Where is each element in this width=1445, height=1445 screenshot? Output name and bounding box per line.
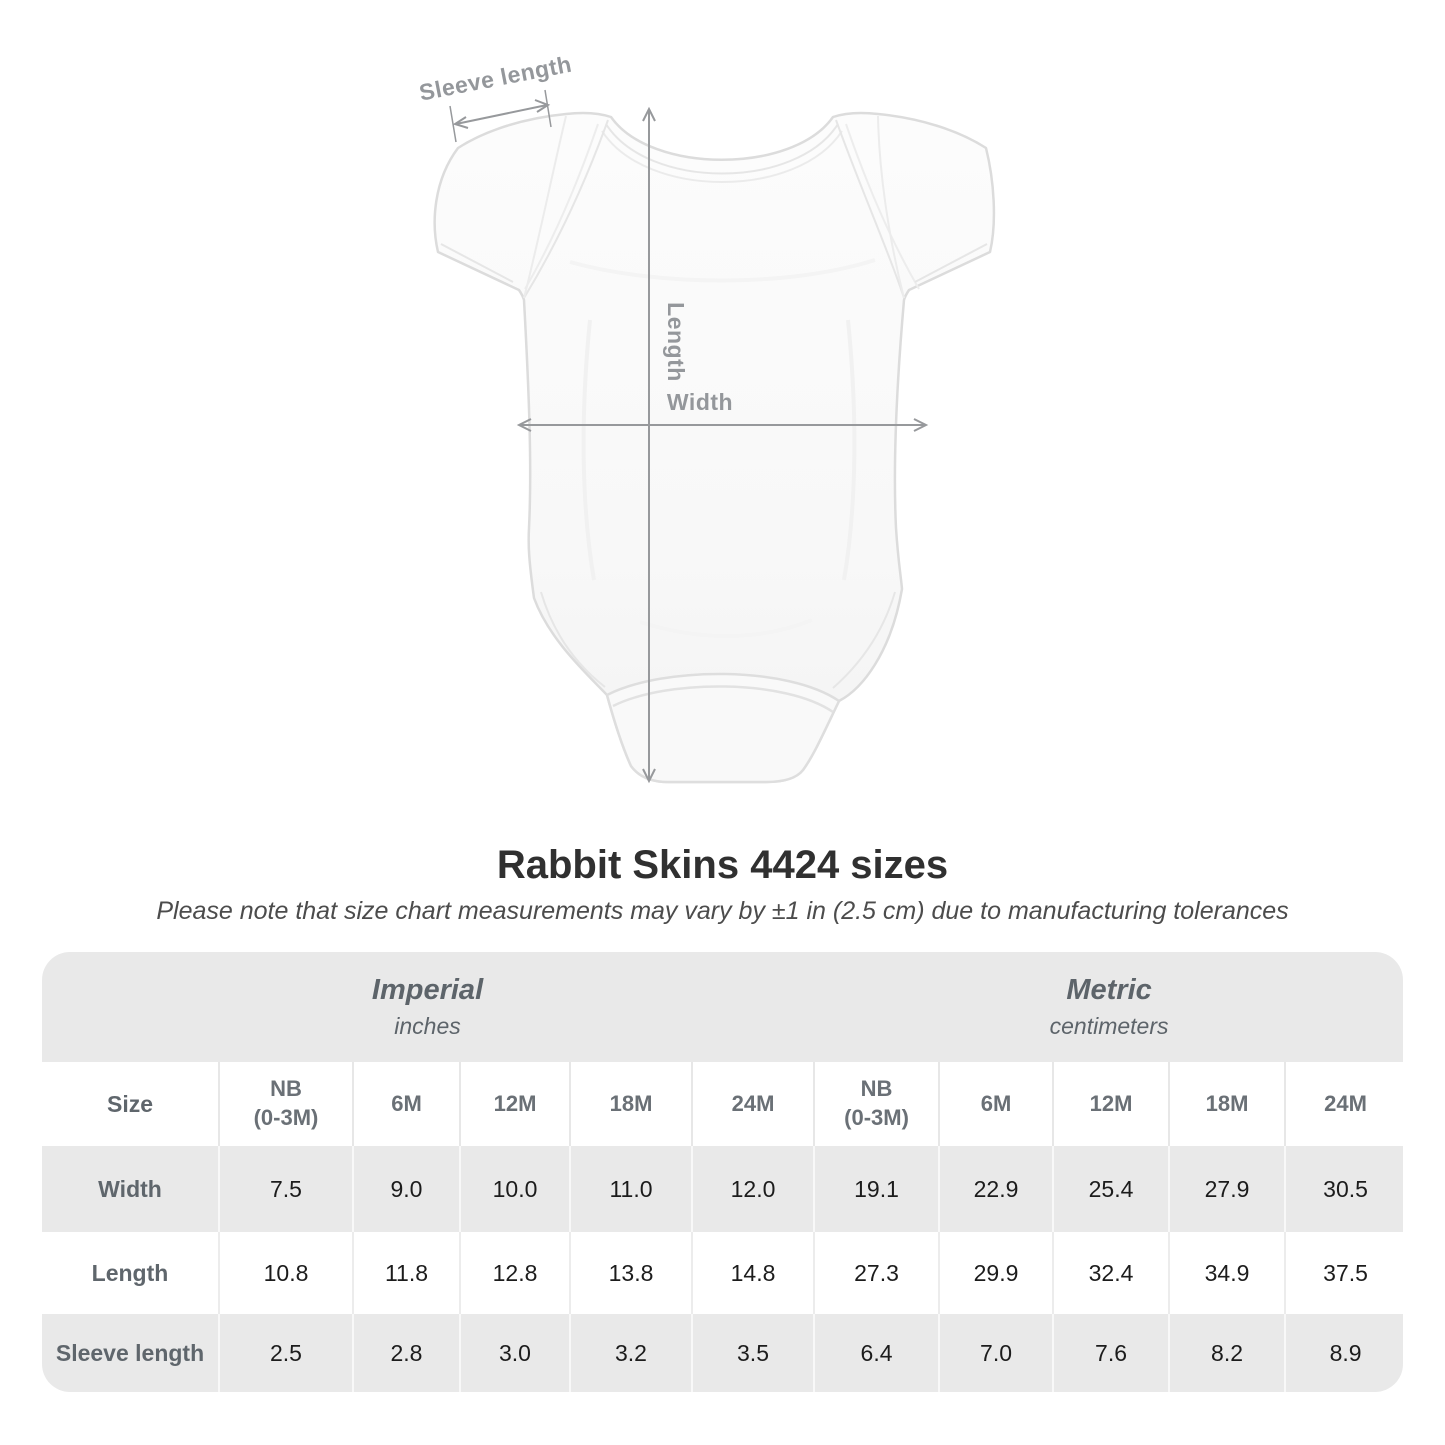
metric-unit-label: centimeters bbox=[1049, 1013, 1169, 1039]
width-value-cell: 22.9 bbox=[938, 1146, 1053, 1232]
unit-group-row: Imperial inches Metric centimeters bbox=[42, 952, 1403, 1062]
length-arrow bbox=[642, 106, 656, 784]
table-row-width: Width 7.5 9.0 10.0 11.0 12.0 19.1 22.9 2… bbox=[42, 1146, 1403, 1232]
length-value-cell: 12.8 bbox=[459, 1232, 569, 1314]
column-header-12m-imperial: 12M bbox=[459, 1062, 569, 1146]
imperial-unit-label: inches bbox=[394, 1013, 461, 1039]
sleeve-value-cell: 2.5 bbox=[218, 1314, 352, 1392]
bodysuit-measurement-diagram: Sleeve length Length Width bbox=[417, 51, 996, 784]
length-value-cell: 32.4 bbox=[1052, 1232, 1169, 1314]
size-header-row: Size NB (0-3M) 6M 12M 18M 24M NB (0-3M) … bbox=[42, 1062, 1403, 1146]
row-label-width: Width bbox=[42, 1146, 218, 1232]
sleeve-value-cell: 3.5 bbox=[691, 1314, 814, 1392]
sleeve-value-cell: 7.0 bbox=[938, 1314, 1053, 1392]
width-value-cell: 10.0 bbox=[459, 1146, 569, 1232]
width-value-cell: 11.0 bbox=[569, 1146, 691, 1232]
table-row-sleeve-length: Sleeve length 2.5 2.8 3.0 3.2 3.5 6.4 7.… bbox=[42, 1314, 1403, 1392]
length-annotation-label: Length bbox=[663, 302, 689, 382]
sleeve-value-cell: 3.0 bbox=[459, 1314, 569, 1392]
column-header-nb-metric: NB (0-3M) bbox=[813, 1062, 939, 1146]
sleeve-value-cell: 8.2 bbox=[1168, 1314, 1285, 1392]
column-header-24m-metric: 24M bbox=[1284, 1062, 1403, 1146]
sleeve-value-cell: 3.2 bbox=[569, 1314, 691, 1392]
sleeve-length-annotation-label: Sleeve length bbox=[417, 51, 574, 106]
metric-group-header: Metric centimeters bbox=[813, 952, 1403, 1062]
width-value-cell: 27.9 bbox=[1168, 1146, 1285, 1232]
width-value-cell: 7.5 bbox=[218, 1146, 352, 1232]
column-header-12m-metric: 12M bbox=[1052, 1062, 1169, 1146]
column-header-18m-metric: 18M bbox=[1168, 1062, 1285, 1146]
width-value-cell: 25.4 bbox=[1052, 1146, 1169, 1232]
crotch-flap-binding bbox=[612, 685, 834, 714]
page-title: Rabbit Skins 4424 sizes bbox=[496, 843, 949, 887]
sleeve-length-arrow bbox=[449, 89, 552, 143]
crotch-flap bbox=[605, 672, 841, 784]
sleeve-value-cell: 6.4 bbox=[813, 1314, 939, 1392]
length-value-cell: 34.9 bbox=[1168, 1232, 1285, 1314]
length-value-cell: 27.3 bbox=[813, 1232, 939, 1314]
length-value-cell: 29.9 bbox=[938, 1232, 1053, 1314]
width-arrow bbox=[516, 418, 929, 432]
column-header-24m-imperial: 24M bbox=[691, 1062, 814, 1146]
sleeve-value-cell: 8.9 bbox=[1284, 1314, 1403, 1392]
size-table: Imperial inches Metric centimeters Size … bbox=[42, 952, 1403, 1392]
column-header-6m-imperial: 6M bbox=[352, 1062, 459, 1146]
metric-label: Metric bbox=[1066, 974, 1152, 1006]
length-value-cell: 14.8 bbox=[691, 1232, 814, 1314]
row-label-sleeve-length: Sleeve length bbox=[42, 1314, 218, 1392]
imperial-group-header: Imperial inches bbox=[42, 952, 814, 1062]
width-value-cell: 9.0 bbox=[352, 1146, 459, 1232]
infant-bodysuit-photo bbox=[433, 111, 996, 784]
measurement-annotations bbox=[449, 89, 929, 784]
seam-lines bbox=[440, 115, 988, 689]
size-corner-header: Size bbox=[42, 1062, 218, 1146]
table-row-length: Length 10.8 11.8 12.8 13.8 14.8 27.3 29.… bbox=[42, 1232, 1403, 1314]
width-annotation-label: Width bbox=[667, 389, 733, 415]
row-label-length: Length bbox=[42, 1232, 218, 1314]
imperial-label: Imperial bbox=[371, 974, 484, 1006]
fabric-wrinkles bbox=[569, 258, 876, 638]
length-value-cell: 10.8 bbox=[218, 1232, 352, 1314]
column-header-nb-imperial: NB (0-3M) bbox=[218, 1062, 352, 1146]
column-header-18m-imperial: 18M bbox=[569, 1062, 691, 1146]
width-value-cell: 19.1 bbox=[813, 1146, 939, 1232]
sleeve-value-cell: 7.6 bbox=[1052, 1314, 1169, 1392]
tolerance-note: Please note that size chart measurements… bbox=[156, 897, 1289, 925]
length-value-cell: 13.8 bbox=[569, 1232, 691, 1314]
length-value-cell: 11.8 bbox=[352, 1232, 459, 1314]
length-value-cell: 37.5 bbox=[1284, 1232, 1403, 1314]
width-value-cell: 30.5 bbox=[1284, 1146, 1403, 1232]
sleeve-value-cell: 2.8 bbox=[352, 1314, 459, 1392]
column-header-6m-metric: 6M bbox=[938, 1062, 1053, 1146]
bodysuit-outline bbox=[433, 111, 996, 784]
width-value-cell: 12.0 bbox=[691, 1146, 814, 1232]
